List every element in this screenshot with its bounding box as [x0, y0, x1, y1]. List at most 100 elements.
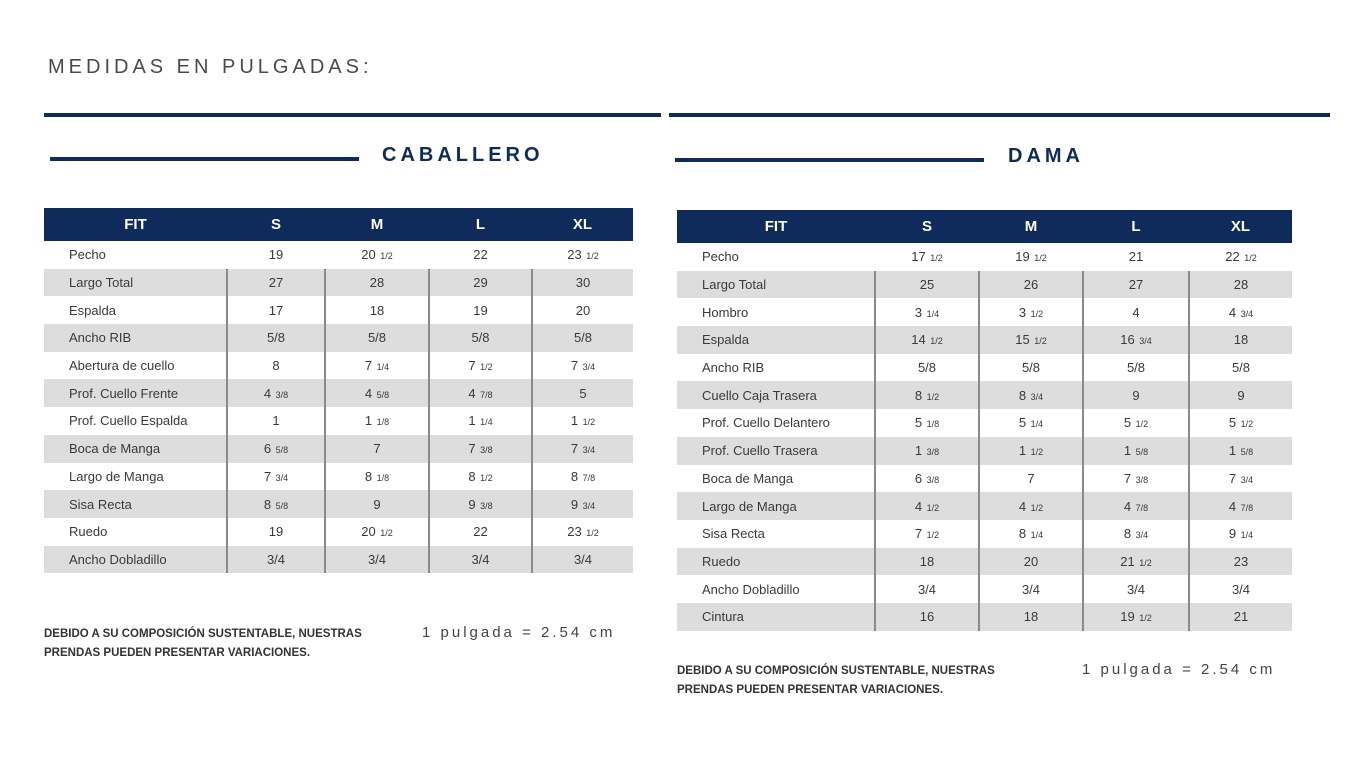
measurement-value: 3/4 — [227, 545, 326, 574]
measurement-value-text: 18 — [919, 553, 935, 569]
measurement-value: 19 — [227, 517, 326, 546]
measurement-value-text: 22 — [473, 247, 488, 263]
measurement-value-text: 28 — [369, 275, 385, 291]
measurement-value-text: 1 1/8 — [364, 413, 390, 429]
measurement-value: 5/8 — [532, 324, 633, 352]
page-title: MEDIDAS EN PULGADAS: — [48, 56, 373, 78]
measurement-value-text: 5/8 — [917, 360, 937, 376]
measurement-value: 3/4 — [875, 575, 980, 603]
measurement-value-text: 3/4 — [917, 581, 937, 597]
measurement-value: 16 3/4 — [1083, 326, 1190, 354]
measurement-value: 8 1/2 — [429, 462, 533, 491]
measurement-label: Cintura — [677, 602, 876, 631]
measurement-value-text: 20 1/2 — [361, 524, 393, 540]
measurement-value: 5/8 — [325, 324, 430, 352]
measurement-value-text: 7 — [1027, 470, 1035, 486]
measurement-value: 20 — [979, 547, 1084, 576]
measurement-value: 5 1/2 — [1083, 409, 1190, 437]
measurement-label: Pecho — [702, 249, 739, 265]
table-row: Espalda 14 1/2 15 1/2 16 3/4 18 — [677, 326, 1292, 354]
measurement-value: 23 1/2 — [532, 518, 633, 546]
measurement-label: Largo de Manga — [44, 462, 228, 491]
table-row: Ancho RIB 5/8 5/8 5/8 5/8 — [44, 324, 633, 352]
measurement-label: Ancho Dobladillo — [677, 575, 876, 603]
measurement-value-text: 16 3/4 — [1120, 332, 1152, 348]
caballero-title: CABALLERO — [382, 144, 544, 166]
table-row: Boca de Manga 6 5/8 7 7 3/8 7 3/4 — [44, 434, 633, 463]
measurement-value-text: 7 3/8 — [1123, 470, 1149, 486]
column-header-size: L — [429, 208, 532, 241]
measurement-value-text: 20 — [1023, 553, 1039, 569]
table-row: Hombro 3 1/4 3 1/2 4 4 3/4 — [677, 298, 1292, 327]
measurement-value-text: 4 3/4 — [1228, 304, 1254, 320]
measurement-value: 21 — [1189, 602, 1292, 631]
table-row: Largo de Manga 4 1/2 4 1/2 4 7/8 4 7/8 — [677, 492, 1292, 520]
measurement-value-text: 3/4 — [266, 551, 286, 567]
measurement-value: 5/8 — [227, 324, 326, 352]
measurement-value: 5 1/2 — [1189, 409, 1292, 437]
measurement-value-text: 1 1/2 — [570, 413, 596, 429]
measurement-label: Espalda — [44, 296, 228, 325]
measurement-label: Largo Total — [44, 268, 228, 297]
measurement-label: Ruedo — [677, 547, 876, 576]
measurement-value: 18 — [1189, 326, 1292, 354]
measurement-value-text: 5/8 — [1231, 360, 1251, 376]
measurement-value: 9 3/8 — [429, 490, 533, 518]
measurement-value-text: 4 7/8 — [1228, 498, 1254, 514]
measurement-value-text: 17 1/2 — [911, 249, 943, 265]
measurement-value-text: 5 — [579, 385, 587, 401]
measurement-value-text: 3/4 — [367, 551, 387, 567]
measurement-value-text: 5 1/2 — [1228, 415, 1254, 431]
measurement-value-text: 5/8 — [266, 330, 286, 346]
table-row: Cuello Caja Trasera 8 1/2 8 3/4 9 9 — [677, 381, 1292, 410]
measurement-value: 7 1/2 — [429, 351, 533, 380]
measurement-value: 7 3/8 — [1083, 464, 1190, 493]
measurement-value-text: 8 — [272, 358, 280, 374]
measurement-value: 9 1/4 — [1189, 520, 1292, 548]
measurement-value-text: 7 1/2 — [468, 358, 493, 374]
measurement-value: 14 1/2 — [875, 326, 980, 354]
measurement-value: 18 — [325, 296, 430, 325]
measurement-label: Sisa Recta — [677, 519, 876, 548]
measurement-value: 29 — [429, 268, 533, 297]
dama-variation-note: DEBIDO A SU COMPOSICIÓN SUSTENTABLE, NUE… — [677, 665, 995, 696]
measurement-value: 21 1/2 — [1083, 547, 1190, 576]
header-divider-right — [669, 113, 1330, 117]
measurement-value-text: 7 1/2 — [914, 526, 940, 542]
dama-conversion: 1 pulgada = 2.54 cm — [1082, 661, 1276, 678]
measurement-label: Largo Total — [677, 270, 876, 299]
measurement-value: 8 1/4 — [979, 519, 1084, 548]
measurement-value-text: 15 1/2 — [1015, 332, 1047, 348]
measurement-label: Prof. Cuello Espalda — [44, 407, 228, 435]
measurement-label: Sisa Recta — [44, 490, 228, 518]
measurement-value-text: 1 — [272, 413, 280, 429]
measurement-value: 8 5/8 — [227, 490, 326, 518]
caballero-variation-note: DEBIDO A SU COMPOSICIÓN SUSTENTABLE, NUE… — [44, 628, 362, 659]
measurement-value: 3/4 — [429, 545, 533, 574]
measurement-value-text: 30 — [575, 275, 591, 291]
measurement-value-text: 8 1/8 — [364, 468, 390, 484]
table-row: Prof. Cuello Espalda 1 1 1/8 1 1/4 1 1/2 — [44, 407, 633, 435]
measurement-value-text: 7 3/4 — [263, 468, 289, 484]
column-header-size: M — [325, 208, 429, 241]
measurement-value: 8 7/8 — [532, 463, 633, 491]
measurement-label: Prof. Cuello Trasera — [677, 436, 876, 465]
measurement-value-text: 29 — [473, 275, 488, 291]
measurement-value: 15 1/2 — [979, 326, 1084, 354]
measurement-value-text: 21 1/2 — [1120, 553, 1152, 569]
measurement-value-text: 5/8 — [471, 330, 490, 346]
measurement-value-text: 9 3/8 — [468, 496, 493, 512]
measurement-value: 26 — [979, 270, 1084, 299]
measurement-value: 1 5/8 — [1189, 436, 1292, 465]
measurement-value-text: 3/4 — [1231, 581, 1251, 597]
measurement-value-text: 3/4 — [471, 551, 490, 567]
measurement-value-text: 23 1/2 — [567, 247, 599, 263]
measurement-label: Prof. Cuello Frente — [44, 379, 228, 408]
measurement-value-text: 22 1/2 — [1225, 249, 1257, 265]
measurement-value: 17 1/2 — [875, 243, 979, 271]
measurement-value-text: 27 — [1128, 277, 1144, 293]
measurement-value: 1 5/8 — [1083, 436, 1190, 465]
measurement-value: 4 — [1083, 298, 1190, 327]
column-header-size: XL — [1189, 210, 1292, 243]
measurement-value: 4 1/2 — [875, 492, 980, 520]
